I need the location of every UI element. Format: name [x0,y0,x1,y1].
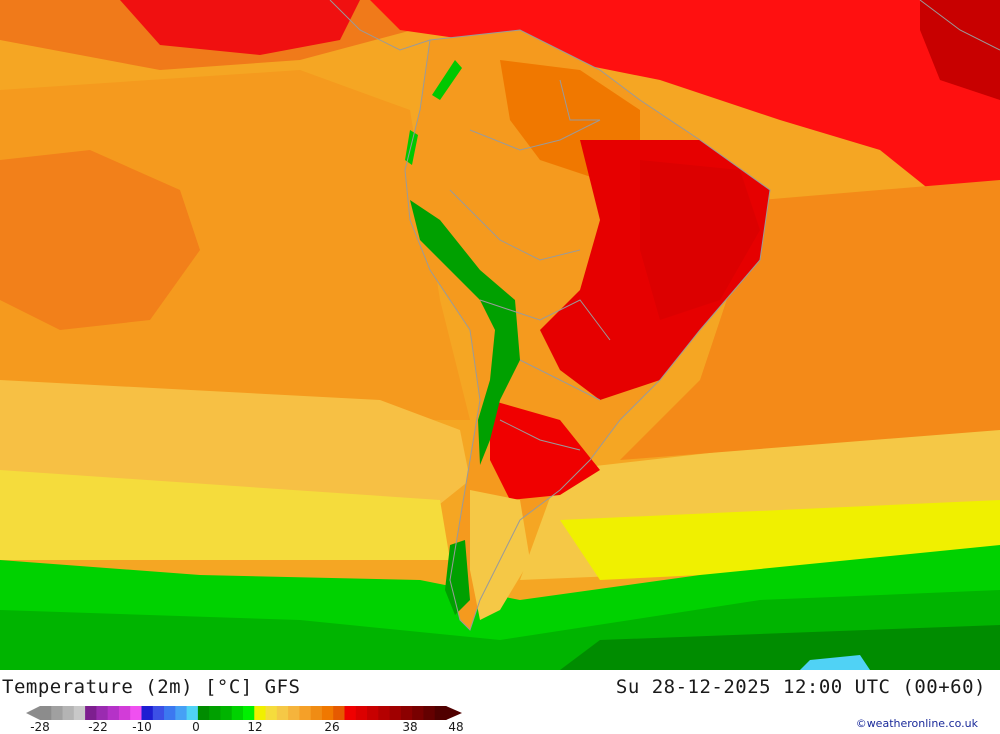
scale-swatch [175,706,188,720]
scale-swatch [423,706,436,720]
cold-spot [800,655,870,670]
scale-swatch [243,706,255,720]
scale-swatch [299,706,312,720]
west-ocean-band [0,70,470,420]
argentina-hot-region [490,400,600,500]
scale-swatch [400,706,413,720]
far-northeast-hot-patch [920,0,1000,100]
scale-swatch [152,706,165,720]
scale-swatch [118,706,131,720]
scale-swatch [130,706,142,720]
scale-swatch [40,706,52,720]
scale-tick-label: -10 [132,720,152,734]
scale-swatch [254,706,267,720]
northern-hot-patch [120,0,360,55]
andes-cool-ridge [410,200,520,465]
scale-swatch [186,706,199,720]
scale-swatch [412,706,424,720]
brazil-core-hot-region [640,160,760,320]
scale-swatch [434,706,447,720]
scale-swatch [209,706,221,720]
southern-andes-cool-region [445,540,470,615]
color-scale-labels: -28 -22 -10 0 12 26 38 48 [0,720,520,734]
scale-swatch [62,706,75,720]
northern-andes-cool-strip [432,60,462,100]
east-atlantic-orange-band [620,180,1000,460]
scale-tick-label: 26 [324,720,340,734]
west-ocean-warm-patch [0,150,200,330]
scale-swatch [51,706,64,720]
country-borders [329,0,1000,631]
scale-swatch [367,706,379,720]
scale-swatch [197,706,210,720]
scale-tick-label: 48 [448,720,464,734]
patagonia-yellow-region [470,490,530,620]
scale-swatch [355,706,368,720]
scale-swatch [85,706,97,720]
south-pacific-light-band [0,470,450,560]
scale-swatch [310,706,323,720]
scale-swatch [389,706,402,720]
color-scale-bar [26,706,462,720]
credit-text[interactable]: ©weatheronline.co.uk [855,717,978,730]
map-timestamp: Su 28-12-2025 12:00 UTC (00+60) [615,676,986,698]
scale-swatch [96,706,109,720]
scale-swatch [107,706,120,720]
scale-tick-label: 0 [192,720,200,734]
scale-swatch [141,706,154,720]
scale-swatch [73,706,86,720]
scale-swatch [378,706,391,720]
scale-tick-label: 38 [402,720,418,734]
scale-tick-label: -22 [88,720,108,734]
scale-swatch [276,706,289,720]
scale-right-arrow [446,706,462,720]
scale-swatch [333,706,345,720]
scale-tick-label: 12 [247,720,263,734]
map-title: Temperature (2m) [°C] GFS [2,676,301,698]
scale-swatch [288,706,300,720]
map-footer: Temperature (2m) [°C] GFS Su 28-12-2025 … [0,670,1000,733]
scale-left-arrow [26,706,40,720]
scale-swatch [265,706,278,720]
temperature-map[interactable] [0,0,1000,670]
scale-swatch [321,706,334,720]
scale-tick-label: -28 [30,720,50,734]
scale-swatch [231,706,244,720]
scale-swatch [164,706,176,720]
scale-swatch [220,706,233,720]
scale-swatch [344,706,357,720]
southern-coolest-band [560,625,1000,670]
